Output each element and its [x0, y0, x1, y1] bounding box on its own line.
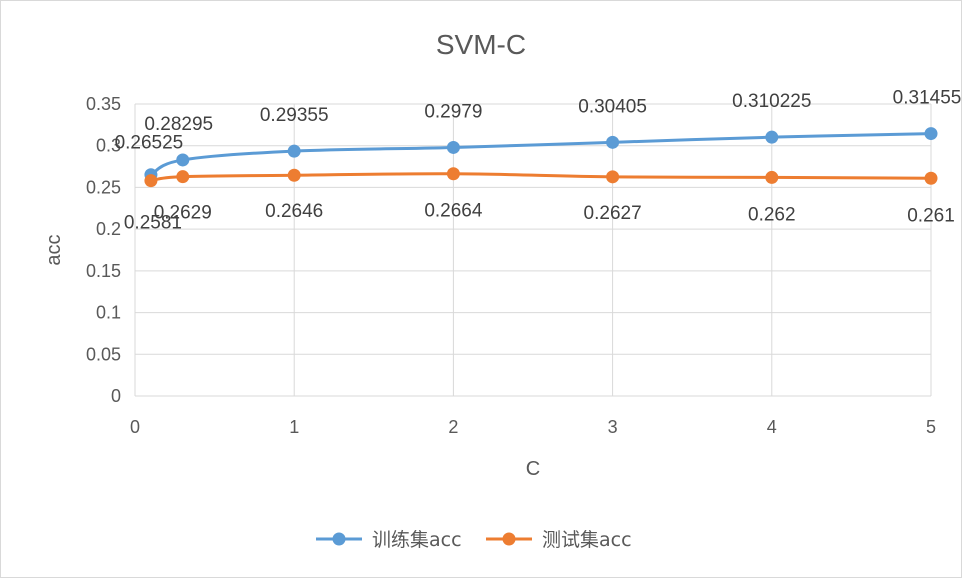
y-axis-label: acc [43, 234, 65, 265]
series-line-2 [149, 172, 933, 183]
series-line-1 [149, 132, 933, 177]
y-tick-label: 0.3 [96, 136, 121, 156]
data-label: 0.29355 [260, 105, 329, 126]
gridlines [134, 103, 932, 397]
data-label: 0.2629 [154, 203, 212, 224]
data-point [606, 135, 620, 149]
series [144, 127, 938, 188]
data-label: 0.30405 [578, 96, 647, 117]
data-point [924, 171, 938, 185]
data-label: 0.31455 [893, 88, 962, 109]
x-tick-label: 4 [767, 417, 777, 437]
data-point [176, 153, 190, 167]
y-tick-label: 0.25 [86, 177, 121, 197]
data-point [765, 130, 779, 144]
data-label: 0.261 [907, 205, 955, 226]
x-tick-label: 0 [130, 417, 140, 437]
data-label: 0.262 [748, 204, 796, 225]
data-point [446, 167, 460, 181]
data-label: 0.2664 [424, 201, 483, 222]
data-point [606, 170, 620, 184]
y-tick-label: 0.05 [86, 344, 121, 364]
x-axis-label: C [526, 458, 540, 480]
y-tick-label: 0.1 [96, 303, 121, 323]
data-label: 0.2979 [424, 101, 482, 122]
y-tick-label: 0.15 [86, 261, 121, 281]
data-point [924, 127, 938, 141]
x-tick-label: 3 [608, 417, 618, 437]
y-tick-label: 0 [111, 386, 121, 406]
data-label: 0.2646 [265, 201, 323, 222]
x-tick-label: 5 [926, 417, 936, 437]
data-label: 0.2581 [124, 213, 182, 234]
chart-title: SVM-C [436, 29, 526, 60]
data-label: 0.2627 [584, 203, 642, 224]
y-tick-label: 0.2 [96, 219, 121, 239]
x-tick-label: 2 [448, 417, 458, 437]
data-label: 0.28295 [144, 114, 213, 135]
legend-label: 测试集acc [542, 529, 632, 551]
legend-marker [332, 532, 346, 546]
legend-marker [502, 532, 516, 546]
axis-ticks: 0 0.05 0.1 0.15 0.2 0.25 0.3 0.35 0 1 2 3 4 5 [86, 94, 936, 437]
data-point [144, 174, 158, 188]
x-tick-label: 1 [289, 417, 299, 437]
data-point [765, 170, 779, 184]
data-point [287, 144, 301, 158]
legend-label: 训练集acc [372, 529, 462, 551]
data-point [287, 168, 301, 182]
y-tick-label: 0.35 [86, 94, 121, 114]
data-label: 0.26525 [115, 133, 184, 154]
data-point [176, 170, 190, 184]
data-point [446, 140, 460, 154]
legend: 训练集acc 测试集acc [316, 529, 632, 551]
data-label: 0.310225 [732, 91, 811, 112]
